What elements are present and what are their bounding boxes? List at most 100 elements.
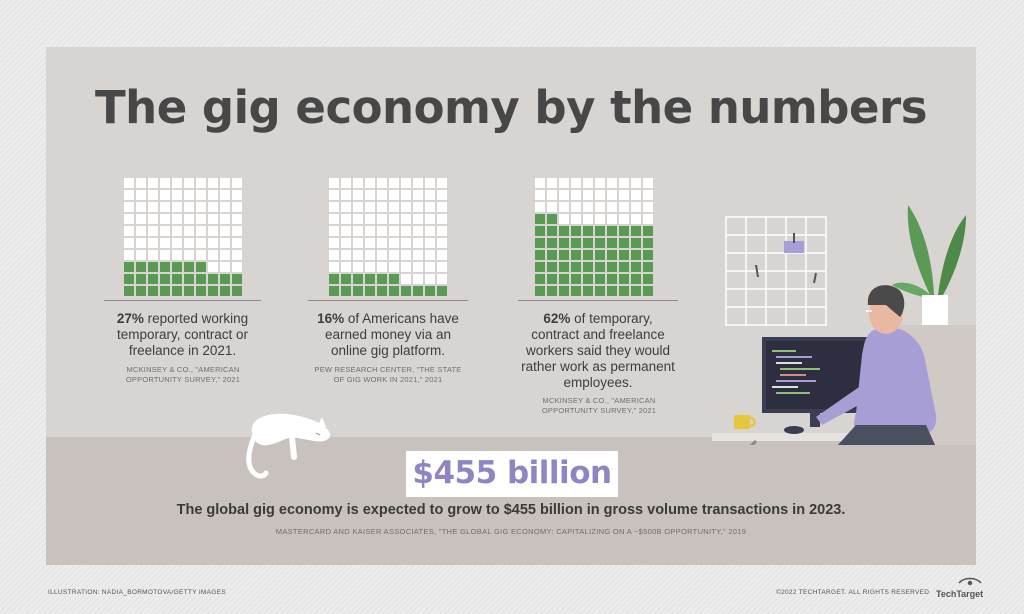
waffle-cell	[124, 202, 134, 212]
waffle-cell	[425, 286, 435, 296]
waffle-cell	[413, 250, 423, 260]
waffle-cell	[595, 190, 605, 200]
stat-source-3: McKinsey & Co., "American Opportunity Su…	[541, 396, 657, 415]
waffle-cell	[220, 190, 230, 200]
waffle-cell	[619, 178, 629, 188]
waffle-cell	[124, 274, 134, 284]
waffle-cell	[377, 190, 387, 200]
worker-illustration	[712, 205, 976, 445]
waffle-cell	[389, 238, 399, 248]
waffle-cell	[365, 190, 375, 200]
waffle-cell	[595, 178, 605, 188]
waffle-cell	[607, 286, 617, 296]
waffle-cell	[329, 190, 339, 200]
waffle-cell	[136, 178, 146, 188]
waffle-cell	[208, 202, 218, 212]
waffle-cell	[365, 214, 375, 224]
waffle-cell	[148, 250, 158, 260]
waffle-cell	[619, 190, 629, 200]
waffle-cell	[413, 214, 423, 224]
waffle-cell	[425, 202, 435, 212]
stat-body-2: of Americans have earned money via an on…	[324, 311, 459, 358]
waffle-cell	[184, 274, 194, 284]
waffle-cell	[365, 178, 375, 188]
waffle-cell	[196, 214, 206, 224]
waffle-cell	[595, 250, 605, 260]
waffle-cell	[329, 286, 339, 296]
waffle-cell	[413, 286, 423, 296]
waffle-cell	[329, 274, 339, 284]
waffle-cell	[643, 178, 653, 188]
waffle-cell	[341, 214, 351, 224]
waffle-cell	[535, 214, 545, 224]
waffle-cell	[547, 250, 557, 260]
waffle-cell	[595, 262, 605, 272]
waffle-cell	[160, 178, 170, 188]
waffle-cell	[160, 274, 170, 284]
waffle-cell	[631, 286, 641, 296]
illustration-credit: ILLUSTRATION: NADIA_BORMOTOVA/GETTY IMAG…	[48, 589, 226, 596]
waffle-cell	[401, 214, 411, 224]
waffle-cell	[595, 274, 605, 284]
waffle-cell	[437, 226, 447, 236]
stat-highlight-1: 27%	[116, 311, 144, 326]
waffle-cell	[365, 274, 375, 284]
waffle-cell	[571, 214, 581, 224]
waffle-cell	[619, 202, 629, 212]
waffle-cell	[559, 262, 569, 272]
techtarget-logo: TechTarget	[936, 589, 984, 599]
waffle-cell	[571, 286, 581, 296]
waffle-cell	[643, 250, 653, 260]
waffle-cell	[619, 262, 629, 272]
waffle-cell	[571, 250, 581, 260]
waffle-cell	[425, 262, 435, 272]
waffle-cell	[619, 226, 629, 236]
waffle-cell	[148, 226, 158, 236]
big-number: $455 billion	[412, 455, 612, 491]
waffle-cell	[631, 190, 641, 200]
waffle-cell	[172, 238, 182, 248]
waffle-cell	[136, 274, 146, 284]
waffle-cell	[607, 238, 617, 248]
waffle-cell	[329, 202, 339, 212]
waffle-cell	[413, 238, 423, 248]
waffle-cell	[607, 274, 617, 284]
stat-body-3: of temporary, contract and freelance wor…	[521, 311, 675, 390]
bottom-source: MASTERCARD AND KAISER ASSOCIATES, "THE G…	[275, 527, 747, 536]
waffle-cell	[437, 262, 447, 272]
waffle-cell	[413, 190, 423, 200]
waffle-cell	[341, 178, 351, 188]
waffle-cell	[413, 262, 423, 272]
waffle-cell	[559, 250, 569, 260]
waffle-cell	[377, 214, 387, 224]
waffle-cell	[547, 190, 557, 200]
stat-text-3: 62% of temporary, contract and freelance…	[520, 311, 676, 391]
waffle-cell	[559, 178, 569, 188]
waffle-cell	[547, 286, 557, 296]
waffle-cell	[595, 286, 605, 296]
waffle-cell	[148, 274, 158, 284]
waffle-cell	[353, 286, 363, 296]
waffle-chart-3	[535, 178, 653, 296]
waffle-cell	[619, 238, 629, 248]
waffle-cell	[535, 250, 545, 260]
waffle-cell	[425, 274, 435, 284]
waffle-cell	[160, 226, 170, 236]
waffle-cell	[437, 274, 447, 284]
waffle-cell	[148, 286, 158, 296]
waffle-cell	[643, 226, 653, 236]
waffle-cell	[329, 178, 339, 188]
waffle-cell	[607, 226, 617, 236]
stat-source-2: Pew Research Center, "The State of Gig W…	[314, 365, 462, 384]
waffle-cell	[208, 250, 218, 260]
waffle-cell	[160, 286, 170, 296]
waffle-cell	[535, 202, 545, 212]
waffle-cell	[184, 238, 194, 248]
waffle-cell	[425, 190, 435, 200]
waffle-cell	[124, 286, 134, 296]
waffle-cell	[643, 238, 653, 248]
waffle-cell	[353, 250, 363, 260]
waffle-cell	[401, 178, 411, 188]
waffle-cell	[136, 202, 146, 212]
waffle-cell	[136, 262, 146, 272]
